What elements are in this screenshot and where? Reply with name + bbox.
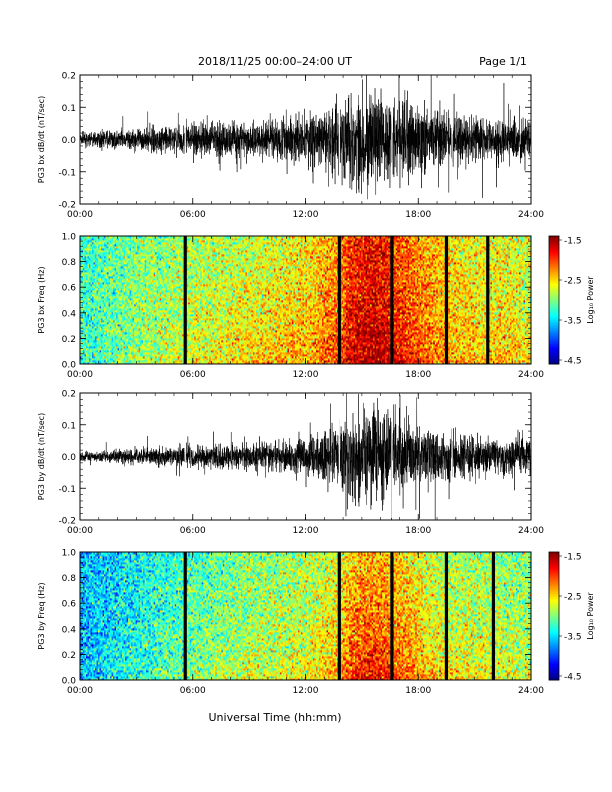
colorbar-tick-label: -2.5 [564, 593, 582, 603]
y-axis-label: PG3 bx dB/dt (nT/sec) [37, 96, 46, 183]
data-gap-1 [183, 552, 187, 680]
colorbar-2: -1.5 -2.5 -3.5 -4.5 Log₁₀ Power [548, 235, 595, 367]
x-tick-label: 18:00 [405, 370, 431, 380]
y-tick-label: 0.2 [62, 72, 76, 82]
colorbar-tick-label: -3.5 [564, 633, 582, 643]
data-gap-3 [390, 552, 394, 680]
x-tick-label: 06:00 [180, 210, 206, 220]
colorbar-tick-label: -2.5 [564, 277, 582, 287]
data-gap-2 [337, 552, 341, 680]
data-gap-4 [444, 236, 449, 364]
y-tick-label: 1.0 [62, 549, 77, 559]
x-axis-title: Universal Time (hh:mm) [209, 711, 342, 724]
data-gap-4 [444, 552, 449, 680]
waveform-series [80, 75, 531, 200]
y-tick-label: -0.1 [58, 485, 76, 495]
y-tick-label: 1.0 [62, 233, 77, 243]
panel-1: -0.2 -0.1 0.0 0.1 0.2 00:00 06:00 12:00 18:00 24:… [37, 72, 544, 221]
x-tick-label: 06:00 [180, 526, 206, 536]
x-tick-label: 12:00 [293, 526, 319, 536]
x-tick-label: 24:00 [518, 210, 544, 220]
panels: -0.2 -0.1 0.0 0.1 0.2 00:00 06:00 12:00 18:00 24:… [37, 72, 544, 697]
x-tick-label: 00:00 [67, 526, 93, 536]
page-label: Page 1/1 [479, 55, 527, 68]
y-tick-label: 0.0 [62, 677, 77, 687]
panel-2: 0.0 0.2 0.4 0.6 0.8 1.0 00:00 06:00 12:00 18:00 24… [37, 233, 544, 381]
data-gap-3 [390, 236, 394, 364]
y-tick-label: 0.2 [62, 390, 76, 400]
y-tick-label: -0.2 [58, 517, 76, 527]
x-tick-label: 00:00 [67, 210, 93, 220]
x-tick-label: 18:00 [405, 210, 431, 220]
colorbar-4: -1.5 -2.5 -3.5 -4.5 Log₁₀ Power [548, 551, 595, 683]
y-tick-label: 0.0 [62, 361, 77, 371]
x-tick-label: 18:00 [405, 526, 431, 536]
x-tick-label: 12:00 [293, 370, 319, 380]
panel-3: -0.2 -0.1 0.0 0.1 0.2 00:00 06:00 12:00 18:00 24:… [37, 390, 544, 537]
colorbar-label: Log₁₀ Power [586, 276, 595, 324]
y-axis-label: PG3 bx Freq (Hz) [37, 266, 46, 333]
y-tick-label: 0.2 [62, 335, 76, 345]
x-tick-label: 24:00 [518, 526, 544, 536]
colorbar-frame [548, 551, 560, 681]
y-tick-label: 0.2 [62, 651, 76, 661]
y-tick-label: 0.4 [62, 309, 77, 319]
colorbar-tick-label: -4.5 [564, 673, 582, 683]
data-gap-5 [486, 236, 490, 364]
y-axis-label: PG3 by dB/dt (nT/sec) [37, 413, 46, 500]
colorbar-frame [548, 235, 560, 365]
data-gap-2 [337, 236, 341, 364]
colorbar-tick-label: -3.5 [564, 317, 582, 327]
y-tick-label: 0.1 [62, 104, 76, 114]
panel-4: 0.0 0.2 0.4 0.6 0.8 1.0 00:00 06:00 12:00 18:00 24… [37, 549, 544, 697]
y-tick-label: -0.2 [58, 201, 76, 211]
y-tick-label: 0.1 [62, 421, 76, 431]
y-tick-label: 0.8 [62, 258, 77, 268]
waveform-series [80, 393, 531, 520]
y-tick-label: 0.6 [62, 600, 77, 610]
colorbar-tick-label: -4.5 [564, 357, 582, 367]
y-tick-label: 0.6 [62, 284, 77, 294]
y-tick-label: 0.0 [62, 453, 77, 463]
data-gap-5 [491, 552, 496, 680]
x-tick-label: 12:00 [293, 686, 319, 696]
x-tick-label: 00:00 [67, 686, 93, 696]
y-tick-label: 0.0 [62, 136, 77, 146]
x-tick-label: 18:00 [405, 686, 431, 696]
x-tick-label: 06:00 [180, 370, 206, 380]
y-axis-label: PG3 by Freq (Hz) [37, 582, 46, 649]
x-tick-label: 00:00 [67, 370, 93, 380]
data-gap-1 [183, 236, 187, 364]
x-tick-label: 06:00 [180, 686, 206, 696]
spectrogram-cells [80, 552, 531, 680]
colorbar-tick-label: -1.5 [564, 237, 582, 247]
y-tick-label: -0.1 [58, 168, 76, 178]
spectrogram-cells [80, 236, 531, 364]
colorbar-tick-label: -1.5 [564, 553, 582, 563]
x-tick-label: 24:00 [518, 370, 544, 380]
y-tick-label: 0.4 [62, 625, 77, 635]
figure-title: 2018/11/25 00:00–24:00 UT [198, 55, 352, 68]
x-tick-label: 12:00 [293, 210, 319, 220]
y-tick-label: 0.8 [62, 574, 77, 584]
colorbar-label: Log₁₀ Power [586, 592, 595, 640]
x-tick-label: 24:00 [518, 686, 544, 696]
